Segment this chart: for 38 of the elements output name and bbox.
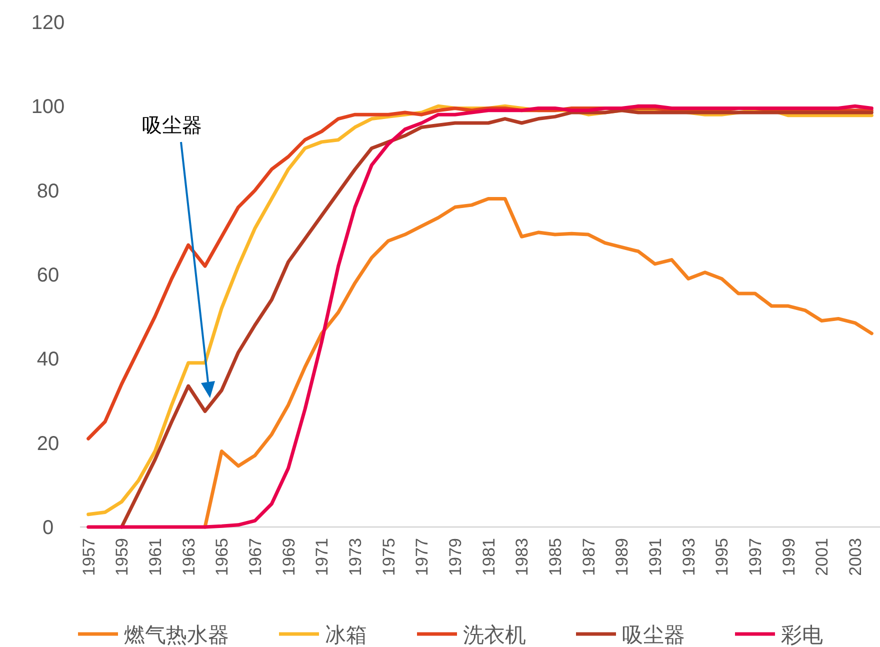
y-tick-label: 120 xyxy=(31,12,65,34)
legend-label: 彩电 xyxy=(781,624,823,647)
x-tick-label: 1991 xyxy=(646,538,665,576)
x-tick-label: 1965 xyxy=(212,538,232,576)
x-tick-label: 1985 xyxy=(546,538,565,576)
x-tick-label: 1989 xyxy=(612,538,632,576)
x-tick-label: 1969 xyxy=(279,538,298,576)
x-tick-label: 1961 xyxy=(146,538,165,576)
line-series xyxy=(203,197,874,529)
x-tick-label: 1997 xyxy=(746,538,765,576)
x-tick-label: 1977 xyxy=(412,538,432,576)
y-tick-label: 20 xyxy=(36,432,60,455)
x-tick-label: 1957 xyxy=(79,538,98,576)
legend-label: 冰箱 xyxy=(325,624,367,647)
x-tick-label: 1959 xyxy=(112,538,132,576)
y-tick-label: 80 xyxy=(36,180,60,202)
y-tick-label: 0 xyxy=(42,517,54,539)
legend-label: 洗衣机 xyxy=(463,624,526,647)
x-tick-label: 1963 xyxy=(179,538,198,576)
x-tick-label: 1979 xyxy=(446,538,465,576)
legend-label: 燃气热水器 xyxy=(124,624,229,647)
x-tick-label: 1999 xyxy=(779,538,798,576)
x-tick-label: 1971 xyxy=(312,538,332,576)
y-tick-label: 100 xyxy=(31,96,65,118)
x-tick-label: 1973 xyxy=(346,538,365,576)
x-tick-label: 2001 xyxy=(812,538,832,576)
x-tick-label: 1975 xyxy=(379,538,398,576)
x-tick-label: 1983 xyxy=(512,538,532,576)
y-tick-label: 60 xyxy=(36,264,60,286)
x-tick-label: 1993 xyxy=(679,538,698,576)
x-tick-label: 1981 xyxy=(479,538,498,576)
annotation: 吸尘器 xyxy=(142,115,202,137)
x-tick-label: 1995 xyxy=(712,538,732,576)
legend-label: 吸尘器 xyxy=(622,624,685,647)
x-tick-label: 1987 xyxy=(579,538,598,576)
x-tick-label: 2003 xyxy=(846,538,865,576)
x-tick-label: 1967 xyxy=(246,538,265,576)
y-tick-label: 40 xyxy=(36,348,60,371)
